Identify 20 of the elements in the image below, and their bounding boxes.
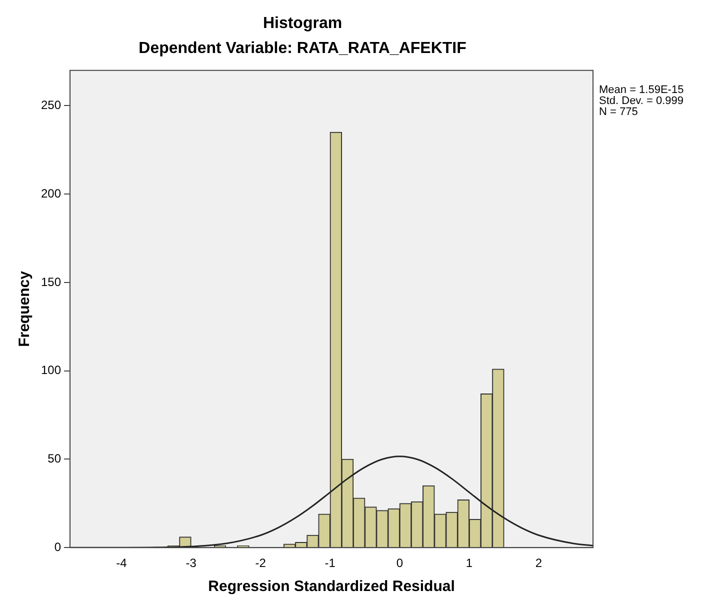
x-tick-label: 1 <box>466 556 473 570</box>
y-tick-label: 0 <box>54 540 62 554</box>
x-tick-label: -1 <box>324 556 336 570</box>
text: Std. Dev. = 0.999 <box>599 94 684 107</box>
text: Mean = 1.59E-15 <box>599 84 684 96</box>
x-tick-label: -3 <box>186 556 197 570</box>
x-axis-title: Regression Standardized Residual <box>208 578 455 596</box>
y-tick-label: 100 <box>40 363 62 378</box>
x-tick-label: 2 <box>535 556 542 570</box>
x-tick-label: -4 <box>116 556 128 570</box>
chart-title: Histogram <box>262 15 342 32</box>
text: N = 775 <box>599 106 638 118</box>
chart-subtitle: Dependent Variable: RATA_RATA_AFEKTIF <box>138 40 467 58</box>
y-axis-title: Frequency <box>16 270 34 347</box>
y-tick-label: 200 <box>40 186 62 200</box>
x-tick-label: -2 <box>255 556 266 570</box>
y-tick-label: 150 <box>40 274 62 289</box>
y-tick-label: 250 <box>40 98 62 112</box>
y-tick-label: 50 <box>48 452 62 466</box>
x-tick-label: 0 <box>396 556 404 570</box>
